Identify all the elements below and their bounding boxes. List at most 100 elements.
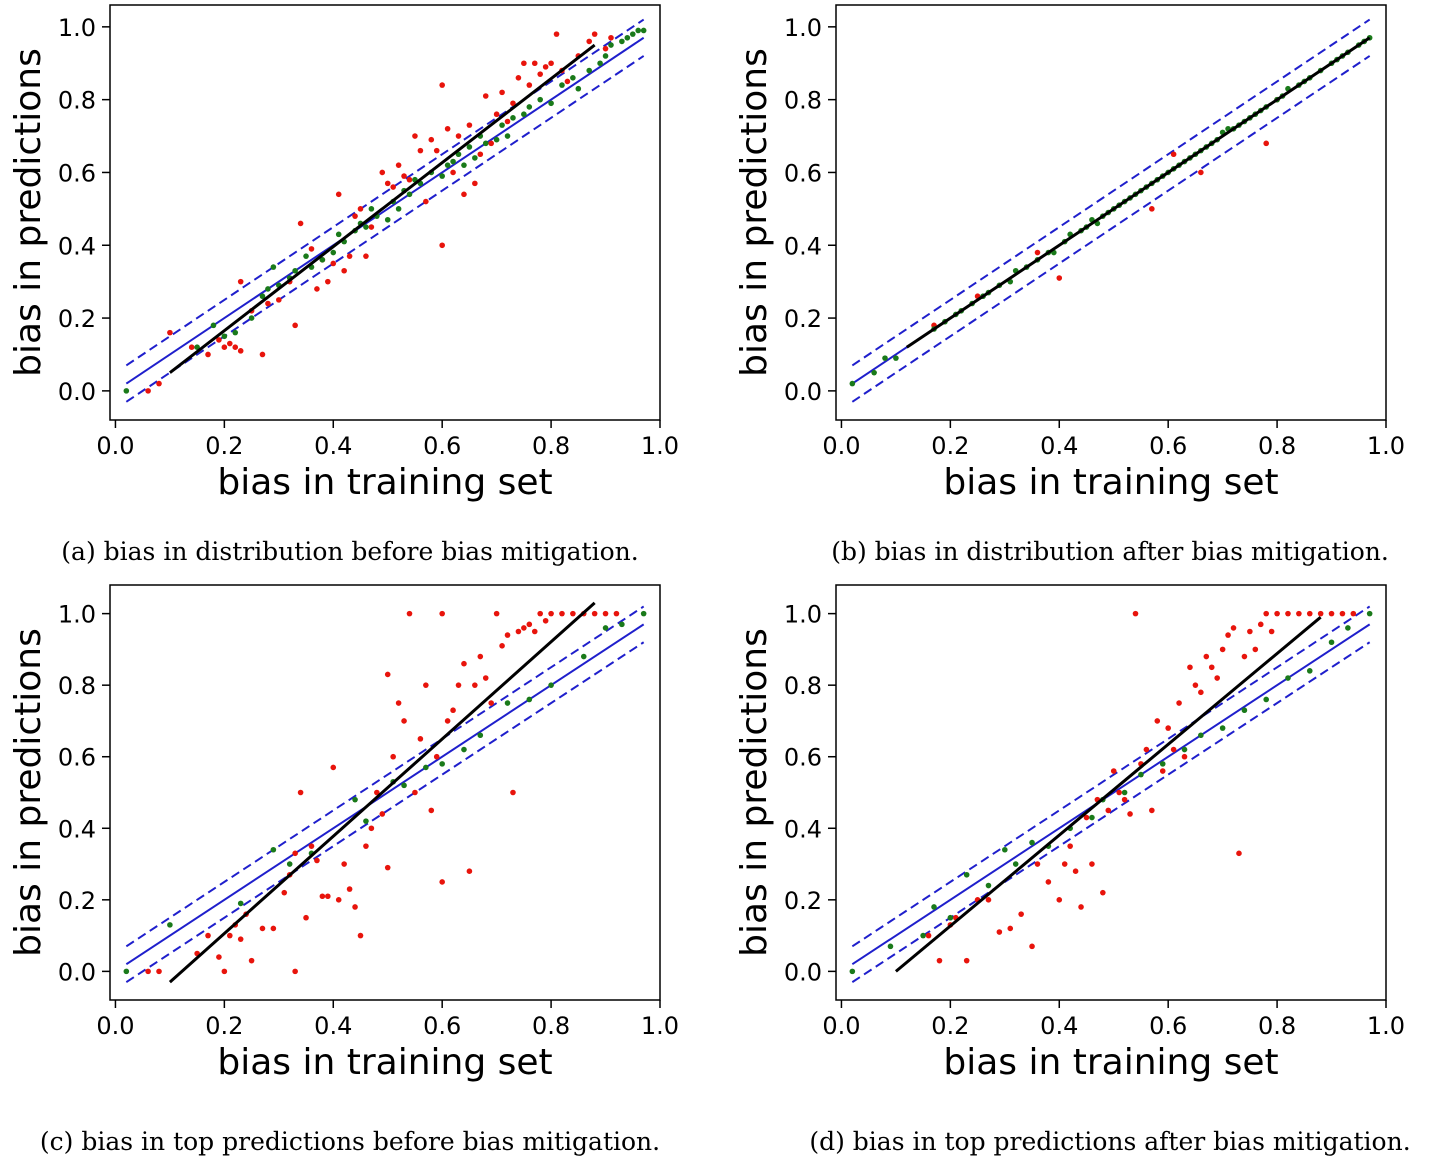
matched-point-a	[384, 216, 391, 223]
matched-point-a	[303, 253, 309, 259]
outlier-point-c	[531, 628, 538, 635]
matched-point-d	[1328, 639, 1335, 646]
outlier-point-c	[363, 843, 369, 849]
outlier-point-c	[488, 700, 494, 706]
matched-point-d	[1306, 668, 1313, 674]
matched-point-a	[629, 31, 636, 37]
outlier-point-d	[1165, 725, 1171, 731]
matched-point-d	[1002, 846, 1008, 853]
y-axis-label-d: bias in predictions	[734, 628, 775, 957]
outlier-point-c	[570, 610, 576, 617]
outlier-point-c	[499, 643, 505, 649]
outlier-point-d	[1236, 850, 1242, 857]
matched-point-c	[167, 922, 173, 928]
outlier-point-a	[433, 147, 440, 154]
outlier-point-d	[985, 897, 992, 903]
x-tick-label-a: 0.2	[205, 432, 243, 460]
lower-band-line-a	[125, 55, 645, 403]
x-tick-label-a: 0.4	[314, 432, 352, 460]
y-tick-label-a: 0.0	[58, 378, 96, 406]
matched-point-c	[580, 653, 587, 660]
outlier-point-b	[1263, 140, 1269, 147]
x-tick-label-d: 0.8	[1258, 1012, 1296, 1040]
outlier-point-a	[488, 140, 494, 147]
x-tick-label-b: 0.2	[931, 432, 969, 460]
outlier-point-c	[330, 764, 337, 771]
matched-point-d	[1121, 789, 1128, 796]
outlier-point-a	[352, 213, 358, 219]
outlier-point-c	[433, 753, 440, 760]
plot-frame-b	[835, 4, 1387, 421]
matched-point-c	[363, 818, 369, 824]
lower-band-line-b	[851, 55, 1371, 403]
outlier-point-c	[417, 736, 424, 742]
outlier-point-d	[963, 957, 970, 964]
outlier-point-c	[542, 617, 549, 624]
outlier-point-c	[450, 707, 456, 714]
matched-point-c	[619, 621, 625, 628]
matched-point-c	[504, 700, 511, 706]
outlier-point-a	[439, 82, 445, 88]
outlier-point-a	[276, 297, 282, 303]
outlier-point-c	[602, 610, 609, 617]
matched-point-d	[1263, 696, 1269, 703]
outlier-point-c	[591, 610, 598, 617]
matched-point-a	[444, 162, 451, 168]
y-axis-label-c: bias in predictions	[8, 628, 49, 957]
outlier-point-a	[237, 348, 244, 354]
outlier-point-a	[553, 31, 560, 37]
outlier-point-d	[996, 929, 1003, 935]
outlier-point-d	[1252, 646, 1259, 653]
matched-point-a	[482, 140, 489, 147]
x-tick-label-c: 0.2	[205, 1012, 243, 1040]
matched-point-a	[221, 333, 228, 340]
matched-point-c	[286, 861, 293, 867]
matched-point-a	[570, 75, 576, 81]
outlier-point-a	[466, 122, 473, 128]
matched-point-a	[521, 111, 527, 118]
lower-band-line-d	[851, 641, 1371, 983]
x-tick-label-a: 1.0	[641, 432, 679, 460]
chart-panel-c: 0.0 0.2 0.4 0.6 0.8 1.0 0.0 0.2 0.4 0.6 0.8 1.0 bias…	[8, 584, 679, 1083]
outlier-point-d	[1176, 700, 1182, 706]
matched-point-a	[608, 42, 614, 48]
outlier-point-c	[292, 968, 298, 975]
matched-point-c	[602, 625, 609, 631]
lower-band-line-c	[125, 641, 645, 983]
outlier-point-d	[1127, 811, 1133, 817]
outlier-point-c	[439, 610, 445, 617]
matched-point-a	[575, 85, 582, 92]
outlier-point-c	[297, 789, 304, 796]
matched-point-d	[1198, 732, 1204, 739]
matched-point-a	[602, 53, 609, 59]
matched-point-a	[319, 257, 326, 263]
x-tick-label-b: 1.0	[1367, 432, 1405, 460]
outlier-point-c	[548, 610, 554, 617]
y-axis-label-b: bias in predictions	[734, 48, 775, 377]
outlier-point-d	[1296, 610, 1302, 617]
outlier-point-d	[1067, 843, 1073, 849]
outlier-point-a	[444, 125, 451, 132]
matched-point-a	[265, 286, 271, 292]
matched-point-c	[123, 968, 130, 975]
outlier-point-d	[1192, 682, 1199, 688]
outlier-point-d	[1317, 610, 1324, 617]
outlier-point-a	[156, 380, 162, 387]
outlier-point-c	[346, 886, 353, 892]
outlier-point-a	[504, 118, 511, 125]
x-tick-label-b: 0.6	[1149, 432, 1187, 460]
outlier-point-c	[281, 889, 288, 896]
outlier-point-a	[167, 329, 173, 336]
outlier-point-a	[510, 100, 516, 107]
outlier-point-a	[406, 176, 413, 183]
outlier-point-d	[1083, 814, 1090, 821]
matched-point-c	[352, 796, 358, 803]
outlier-point-d	[1121, 796, 1128, 803]
matched-point-a	[123, 388, 130, 394]
outlier-point-a	[379, 169, 386, 176]
matched-point-c	[439, 761, 445, 767]
x-tick-label-d: 0.0	[822, 1012, 860, 1040]
outlier-point-d	[1257, 621, 1264, 628]
chart-panel-d: 0.0 0.2 0.4 0.6 0.8 1.0 0.0 0.2 0.4 0.6 0.8 1.0 bias…	[734, 584, 1405, 1083]
outlier-point-d	[1230, 625, 1237, 631]
